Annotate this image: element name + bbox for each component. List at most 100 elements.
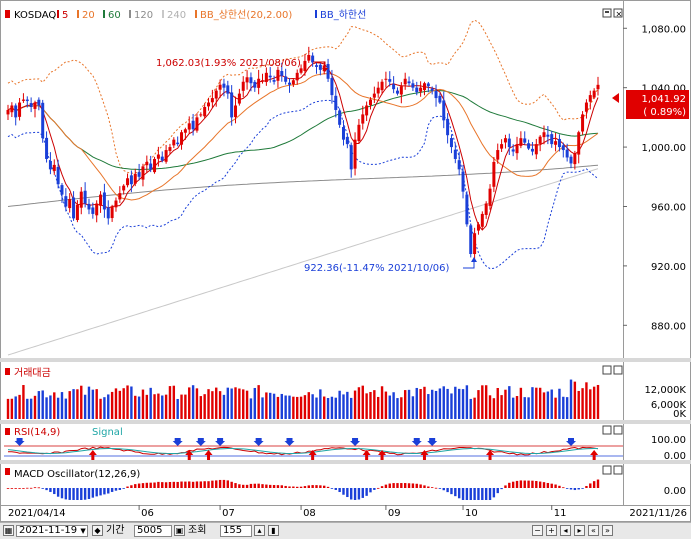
volume-bar [110,391,114,419]
candle-body [14,105,18,118]
volume-bar [562,396,565,419]
scroll-left-icon[interactable]: ◂ [560,525,571,536]
candle-body [584,102,588,112]
month-label: 09 [388,508,401,519]
candle-body [29,103,33,107]
candle-body [457,160,461,170]
volume-bar [172,385,176,419]
macd-bar [49,488,52,492]
volume-bar [446,388,449,419]
volume-bar [311,394,314,419]
macd-bar [380,486,384,488]
candle-body [41,102,45,139]
macd-bar [265,484,268,488]
macd-bar [484,488,488,500]
volume-bar [18,394,21,419]
candle-body [241,81,245,91]
volume-bar [565,397,569,419]
macd-bar [550,483,553,488]
macd-bar [103,488,106,495]
rsi-sell-arrow [427,438,438,446]
compare-icon[interactable]: ▮ [268,525,279,536]
macd-bar [589,483,592,488]
candle-body [411,83,415,88]
period-field[interactable]: 5005 [134,525,172,537]
legend-name: KOSDAQ [14,10,56,21]
volume-bar [91,389,95,419]
view-icon[interactable]: ▣ [174,525,185,536]
candle-body [527,143,531,149]
date-axis: 2021/04/14 2021/11/26 06 07 08 09 10 11 [8,505,687,519]
month-label: 06 [141,508,154,519]
jump-start-icon[interactable]: « [588,525,599,536]
candle-body [87,203,91,210]
volume-bar [234,387,237,419]
macd-bar [369,488,372,493]
rsi-tick-100: 100.00 [651,435,686,446]
candle-body [299,68,303,73]
volume-bar [523,397,526,419]
candle-body [280,71,284,76]
volume-bar [284,395,287,419]
macd-bar [234,483,237,488]
candle-body [261,80,265,82]
macd-bar [257,483,260,488]
candle-body [569,156,573,164]
candle-body [218,84,222,90]
macd-panel: MACD Oscillator(12,26,9) 0.00 [5,465,686,500]
candle-body [48,160,52,170]
jump-end-icon[interactable]: » [602,525,613,536]
candle-body [523,138,527,143]
macd-bar [207,481,210,488]
candle-body [480,213,484,227]
volume-bar [461,389,465,419]
candle-body [338,110,342,125]
macd-bar [33,487,37,489]
macd-bar [538,481,542,488]
candle-body [180,132,184,145]
candle-body [72,197,76,219]
volume-bar [546,391,550,419]
candle-body [330,78,334,96]
panel-buttons[interactable]: × [602,8,623,19]
macd-bar [18,488,21,489]
volume-bar [303,395,307,419]
scroll-right-icon[interactable]: ▸ [574,525,585,536]
macd-bar [442,488,445,491]
macd-bar [149,482,152,488]
volume-bar [515,396,519,419]
volume-bar [41,390,44,419]
macd-bar [137,483,141,488]
macd-bar [153,482,156,488]
tool-icon[interactable]: ◆ [92,525,103,536]
macd-bar [280,485,283,488]
volume-bar [484,385,488,419]
candle-body [133,173,137,184]
volume-bar [296,396,299,419]
candle-body [446,118,450,136]
high-label: 1,062.03(1.93% 2021/08/06) [156,58,301,69]
date-field[interactable]: 2021-11-19 ▼ [16,525,88,537]
macd-bar [465,488,469,500]
candle-body [183,129,187,133]
macd-bar [511,481,515,488]
volume-bar [342,394,345,419]
count-field[interactable]: 155 [220,525,252,537]
candle-body [403,78,407,85]
calendar-icon[interactable]: ▦ [3,525,14,536]
candle-body [129,175,133,185]
low-annotation: 922.36(-11.47% 2021/10/06) [304,257,477,274]
spin-icon[interactable]: ▴ [254,525,265,536]
candle-body [91,207,95,214]
candle-body [500,144,504,149]
volume-bar [60,392,64,419]
current-price: 1,041.92 [641,94,686,105]
macd-bar [87,488,91,499]
zoom-in-icon[interactable]: + [546,525,557,536]
candle-body [187,123,191,130]
macd-bar [211,480,214,488]
zoom-out-icon[interactable]: − [532,525,543,536]
macd-title: MACD Oscillator(12,26,9) [14,469,140,480]
month-label: 07 [222,508,235,519]
volume-bar [218,391,222,419]
